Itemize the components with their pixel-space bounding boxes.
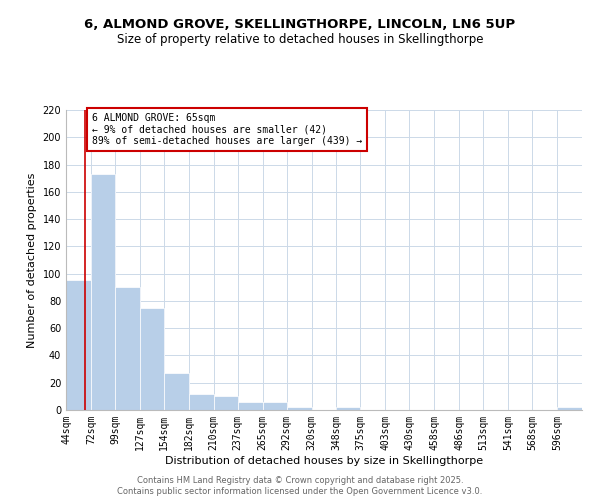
Text: Size of property relative to detached houses in Skellingthorpe: Size of property relative to detached ho… [117,32,483,46]
X-axis label: Distribution of detached houses by size in Skellingthorpe: Distribution of detached houses by size … [165,456,483,466]
Bar [238,402,263,410]
Bar [140,308,164,410]
Y-axis label: Number of detached properties: Number of detached properties [27,172,37,348]
Bar [214,396,238,410]
Bar [337,408,361,410]
Bar [66,280,91,410]
Bar [91,174,115,410]
Bar [557,408,582,410]
Bar [287,408,311,410]
Text: Contains public sector information licensed under the Open Government Licence v3: Contains public sector information licen… [118,488,482,496]
Text: 6, ALMOND GROVE, SKELLINGTHORPE, LINCOLN, LN6 5UP: 6, ALMOND GROVE, SKELLINGTHORPE, LINCOLN… [85,18,515,30]
Bar [115,288,140,410]
Bar [189,394,214,410]
Text: 6 ALMOND GROVE: 65sqm
← 9% of detached houses are smaller (42)
89% of semi-detac: 6 ALMOND GROVE: 65sqm ← 9% of detached h… [92,112,362,146]
Text: Contains HM Land Registry data © Crown copyright and database right 2025.: Contains HM Land Registry data © Crown c… [137,476,463,485]
Bar [263,402,287,410]
Bar [164,373,189,410]
